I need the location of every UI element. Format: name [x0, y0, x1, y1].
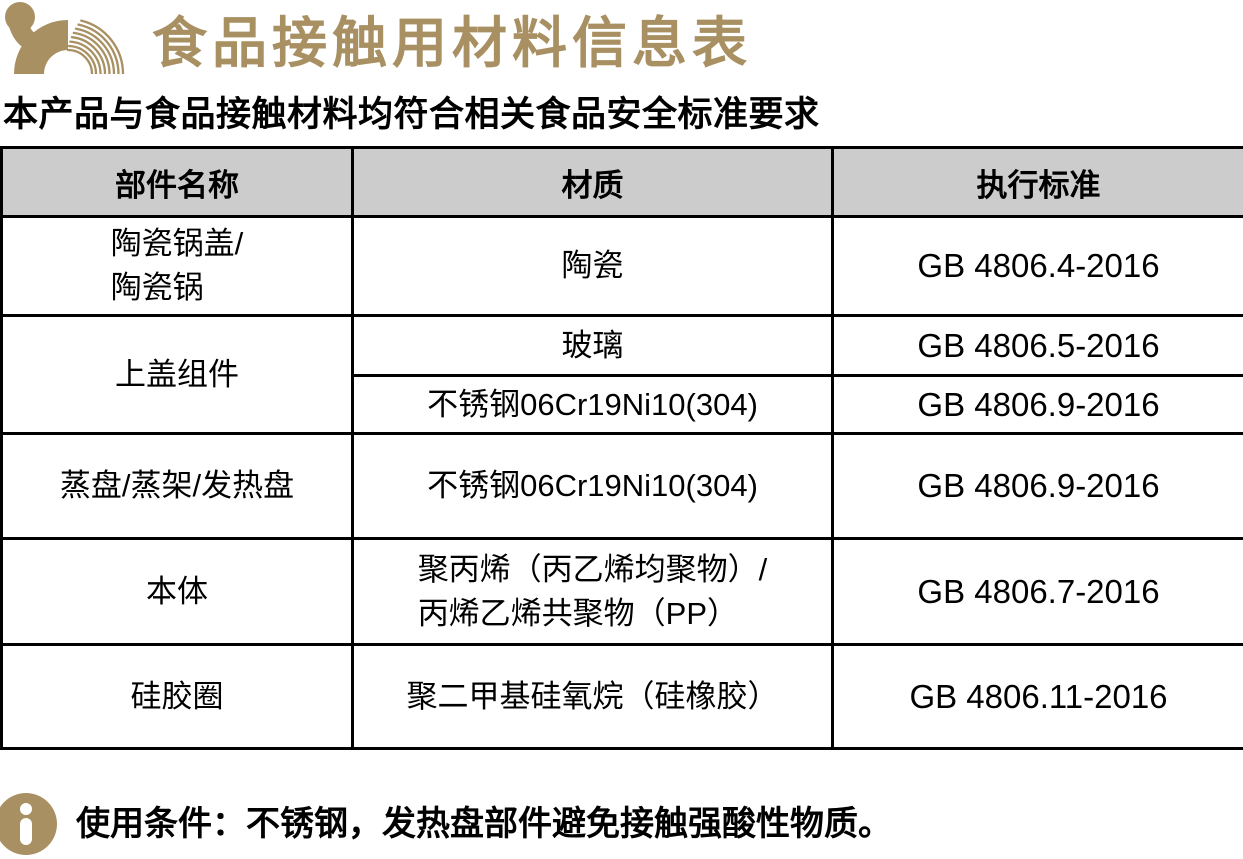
standard-cell: GB 4806.4-2016 [831, 214, 1243, 318]
materials-table-body: 陶瓷锅盖/陶瓷锅 陶瓷 GB 4806.4-2016 上盖组件 玻璃 GB 4806.5-… [0, 214, 1243, 751]
usage-note: 使用条件：不锈钢，发热盘部件避免接触强酸性物质。 [76, 805, 892, 843]
cell-text: 蒸盘/蒸架/发热盘 [59, 468, 295, 504]
material-cell: 聚二甲基硅氧烷（硅橡胶） [351, 643, 834, 751]
col-header-part: 部件名称 [0, 146, 354, 218]
cell-text: 本体 [146, 573, 208, 609]
standard-cell: GB 4806.11-2016 [831, 643, 1243, 751]
material-cell: 聚丙烯（丙乙烯均聚物）/丙烯乙烯共聚物（PP） [351, 537, 834, 647]
cell-text: 硅胶圈 [130, 678, 224, 714]
table-row: 硅胶圈 聚二甲基硅氧烷（硅橡胶） GB 4806.11-2016 [0, 643, 1243, 751]
standard-cell: GB 4806.5-2016 [831, 314, 1243, 378]
standard-cell: GB 4806.7-2016 [831, 537, 1243, 647]
table-row: 本体 聚丙烯（丙乙烯均聚物）/丙烯乙烯共聚物（PP） GB 4806.7-2016 [0, 537, 1243, 647]
part-cell: 本体 [0, 537, 354, 647]
brand-arch-logo [5, 2, 125, 74]
material-cell: 陶瓷 [351, 214, 834, 318]
standard-cell: GB 4806.9-2016 [831, 374, 1243, 436]
table-row: 蒸盘/蒸架/发热盘 不锈钢06Cr19Ni10(304) GB 4806.9-201… [0, 432, 1243, 541]
cell-text: 聚丙烯（丙乙烯均聚物）/丙烯乙烯共聚物（PP） [417, 551, 768, 631]
col-header-material: 材质 [351, 146, 834, 218]
page-title: 食品接触用材料信息表 [152, 12, 753, 74]
standard-cell: GB 4806.9-2016 [831, 432, 1243, 541]
cell-text: 上盖组件 [115, 356, 239, 392]
col-header-standard: 执行标准 [831, 146, 1243, 218]
table-row: 上盖组件 玻璃 GB 4806.5-2016 [0, 314, 1243, 436]
table-row: 不锈钢06Cr19Ni10(304) GB 4806.9-2016 [2, 374, 1243, 436]
material-cell: 不锈钢06Cr19Ni10(304) [351, 374, 834, 436]
info-icon [0, 793, 57, 855]
cell-text: 聚二甲基硅氧烷（硅橡胶） [406, 678, 779, 714]
cell-text: 玻璃 [561, 327, 624, 363]
cell-text: 不锈钢06Cr19Ni10(304) [427, 468, 758, 504]
part-cell: 上盖组件 [0, 314, 354, 436]
page-subtitle: 本产品与食品接触材料均符合相关食品安全标准要求 [3, 95, 820, 134]
part-cell: 陶瓷锅盖/陶瓷锅 [0, 214, 354, 318]
cell-text: 陶瓷锅盖/陶瓷锅 [110, 226, 244, 306]
cell-text: 陶瓷 [561, 248, 624, 283]
table-header-row: 部件名称 材质 执行标准 [0, 146, 1243, 218]
part-cell: 硅胶圈 [0, 643, 354, 751]
part-cell: 蒸盘/蒸架/发热盘 [0, 432, 354, 541]
cell-text: 不锈钢06Cr19Ni10(304) [427, 386, 758, 422]
material-cell: 玻璃 [351, 314, 834, 378]
materials-table: 部件名称 材质 执行标准 陶瓷锅盖/陶瓷锅 陶瓷 GB 4806.4-2016 上盖组… [0, 146, 1243, 751]
material-cell: 不锈钢06Cr19Ni10(304) [351, 432, 834, 541]
table-row: 陶瓷锅盖/陶瓷锅 陶瓷 GB 4806.4-2016 [0, 214, 1243, 318]
